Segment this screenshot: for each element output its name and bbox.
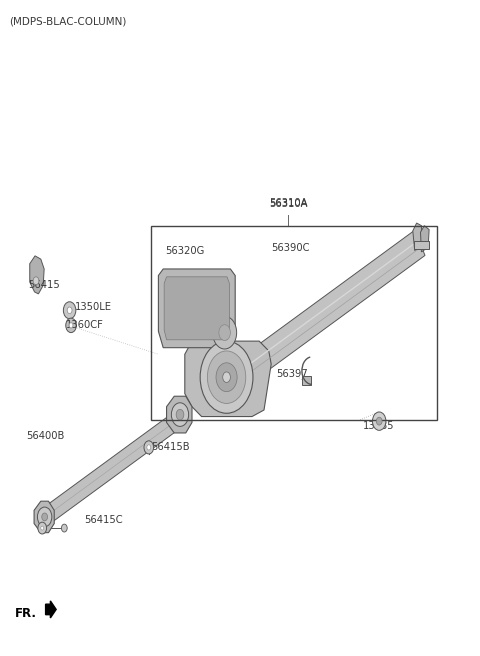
Text: 1360CF: 1360CF [66, 319, 104, 330]
Text: 13385: 13385 [362, 421, 394, 431]
Polygon shape [46, 601, 56, 618]
Polygon shape [214, 230, 425, 403]
Polygon shape [185, 341, 271, 417]
Circle shape [66, 318, 76, 333]
Text: 1350LE: 1350LE [74, 302, 111, 312]
Polygon shape [414, 241, 429, 249]
Text: 56397: 56397 [276, 369, 308, 379]
Circle shape [144, 441, 154, 454]
Polygon shape [167, 396, 192, 433]
Circle shape [63, 302, 76, 319]
Text: 56415B: 56415B [151, 442, 190, 453]
Polygon shape [413, 223, 421, 251]
Polygon shape [40, 412, 181, 526]
Circle shape [213, 316, 237, 349]
Text: 56310A: 56310A [269, 198, 307, 208]
Circle shape [376, 417, 382, 425]
Circle shape [223, 372, 230, 382]
Circle shape [37, 507, 52, 527]
Bar [151, 226, 437, 420]
Text: FR.: FR. [15, 607, 37, 620]
Circle shape [219, 325, 230, 340]
Circle shape [216, 363, 237, 392]
Text: 56320G: 56320G [166, 245, 205, 256]
Polygon shape [158, 269, 235, 348]
Bar [302, 376, 311, 385]
Polygon shape [30, 256, 44, 294]
Circle shape [207, 351, 246, 403]
Circle shape [200, 341, 253, 413]
Text: (MDPS-BLAC-COLUMN): (MDPS-BLAC-COLUMN) [10, 16, 127, 26]
Polygon shape [164, 277, 229, 340]
Circle shape [147, 445, 151, 450]
Polygon shape [420, 226, 429, 252]
Circle shape [42, 513, 48, 521]
Circle shape [41, 526, 44, 530]
Text: 56400B: 56400B [26, 431, 65, 441]
Circle shape [171, 403, 189, 426]
Text: 56390C: 56390C [271, 243, 310, 253]
Polygon shape [34, 501, 54, 533]
Circle shape [67, 307, 72, 314]
Text: 56415C: 56415C [84, 514, 122, 525]
Circle shape [38, 522, 47, 534]
Circle shape [69, 323, 73, 328]
Text: 56310A: 56310A [269, 199, 307, 209]
Circle shape [372, 412, 386, 430]
Circle shape [33, 277, 39, 285]
Text: 56415: 56415 [28, 280, 60, 291]
Circle shape [61, 524, 67, 532]
Circle shape [176, 409, 184, 420]
